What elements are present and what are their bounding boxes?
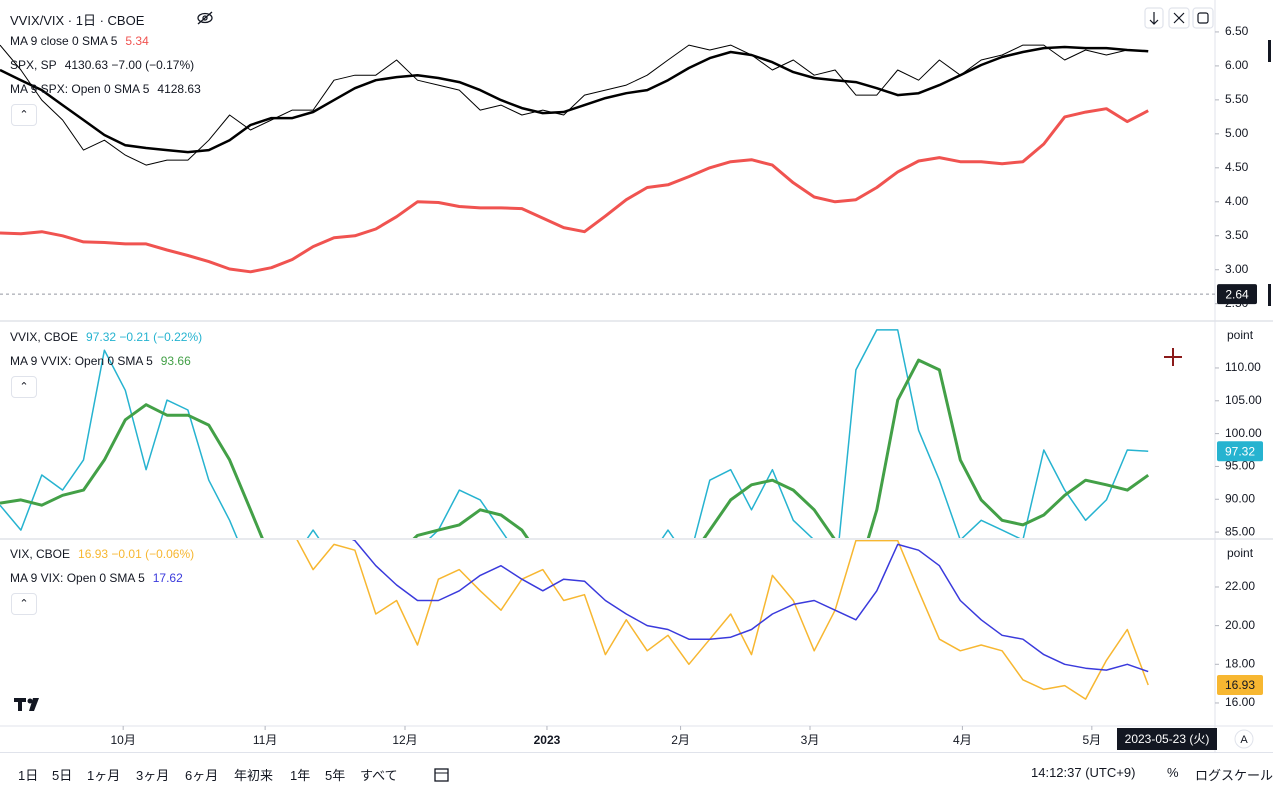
chart-area: 2023-05-23 (火) A 2.503.003.504.004.505.0… — [0, 0, 1273, 752]
y-tick-label: 20.00 — [1225, 618, 1255, 632]
price-tag — [1217, 284, 1257, 305]
legend-item: MA 9 close 0 SMA 5 5.34 — [10, 34, 149, 48]
legend-name: VVIX, CBOE — [10, 330, 79, 344]
range-button[interactable]: 6ヶ月 — [185, 768, 219, 783]
legend-item: MA 9 VVIX: Open 0 SMA 5 93.66 — [10, 354, 191, 368]
x-tick-label: 2月 — [671, 733, 690, 747]
legend-value: 97.32 −0.21 (−0.22%) — [86, 330, 203, 344]
x-tick-label: 3月 — [801, 733, 820, 747]
series-line — [296, 540, 1149, 700]
legend-name: SPX, SP — [10, 58, 57, 72]
y-tick-label: 4.50 — [1225, 160, 1249, 174]
price-tag-label: 2.64 — [1225, 287, 1249, 301]
legend-value: 4128.63 — [157, 82, 201, 96]
legend-value: 16.93 −0.01 (−0.06%) — [78, 547, 195, 561]
y-tick-label: 16.00 — [1225, 695, 1255, 709]
legend-item: MA 9 VIX: Open 0 SMA 5 17.62 — [10, 571, 183, 585]
series-line — [0, 358, 1150, 538]
legend-item: SPX, SP 4130.63 −7.00 (−0.17%) — [10, 58, 194, 72]
log-scale-button[interactable]: ログスケール — [1195, 768, 1273, 783]
y-tick-label: 18.00 — [1225, 656, 1255, 670]
range-button[interactable]: 年初来 — [234, 768, 274, 783]
y-tick-label: 95.00 — [1225, 459, 1255, 473]
scroll-marker — [1268, 40, 1271, 62]
collapse-button[interactable]: ⌃ — [11, 104, 37, 126]
x-tick-label: 2023 — [534, 733, 561, 747]
legend-value: 5.34 — [125, 34, 149, 48]
auto-scale-button[interactable] — [1234, 729, 1254, 749]
legend-name: VIX, CBOE — [10, 547, 71, 561]
y-tick-label: 3.50 — [1225, 228, 1249, 242]
legend-item: VVIX, CBOE 97.32 −0.21 (−0.22%) — [10, 330, 202, 344]
x-tick-label: 5月 — [1082, 733, 1101, 747]
series-line — [0, 107, 1149, 274]
y-tick-label: 3.00 — [1225, 262, 1249, 276]
background — [0, 0, 1273, 752]
legend-name: MA 9 VVIX: Open 0 SMA 5 — [10, 354, 153, 368]
y-tick-label: 5.50 — [1225, 92, 1249, 106]
range-button[interactable]: 1年 — [290, 768, 311, 783]
scroll-marker — [1268, 284, 1271, 306]
range-button[interactable]: すべて — [360, 768, 398, 783]
y-tick-label: 22.00 — [1225, 579, 1255, 593]
bottom-toolbar: 1日 5日 1ヶ月 3ヶ月 6ヶ月 年初来 1年 5年 すべて 14:12:37… — [0, 752, 1273, 796]
collapse-button[interactable]: ⌃ — [11, 376, 37, 398]
y-tick-label: 5.00 — [1225, 126, 1249, 140]
y-tick-label: 100.00 — [1225, 426, 1262, 440]
chart-title: VVIX/VIX · 1日 · CBOE — [10, 13, 145, 28]
x-tick-label: 11月 — [253, 733, 277, 747]
x-tick-label: 4月 — [953, 733, 972, 747]
y-tick-label: 110.00 — [1225, 360, 1261, 374]
y-unit: point — [1227, 546, 1254, 560]
y-tick-label: 4.00 — [1225, 194, 1249, 208]
legend-value: 17.62 — [152, 571, 183, 585]
legend-value: 93.66 — [160, 354, 191, 368]
range-button[interactable]: 3ヶ月 — [136, 768, 170, 783]
range-button[interactable]: 1日 — [18, 768, 39, 783]
y-tick-label: 6.00 — [1225, 58, 1249, 72]
range-button[interactable]: 1ヶ月 — [87, 768, 121, 783]
price-tag — [1217, 441, 1263, 462]
collapse-button[interactable]: ⌃ — [11, 593, 37, 615]
legend-name: MA 9 SPX: Open 0 SMA 5 — [10, 82, 150, 96]
date-range-icon[interactable] — [432, 765, 452, 785]
crosshair-date-box — [1117, 728, 1217, 750]
x-tick-label: 12月 — [392, 733, 417, 747]
y-tick-label: 6.50 — [1225, 24, 1249, 38]
price-tag-label: 16.93 — [1225, 678, 1255, 692]
price-tag-label: 97.32 — [1225, 444, 1255, 458]
legend-item: MA 9 SPX: Open 0 SMA 5 4128.63 — [10, 82, 201, 96]
tradingview-logo — [14, 698, 39, 711]
clock: 14:12:37 (UTC+9) — [1031, 765, 1136, 780]
series-line — [0, 44, 1149, 166]
series-line — [0, 329, 1149, 538]
x-tick-label: 10月 — [110, 733, 135, 747]
y-tick-label: 90.00 — [1225, 491, 1255, 505]
crosshair-date: 2023-05-23 (火) — [1125, 732, 1210, 746]
percent-button[interactable]: % — [1167, 765, 1179, 780]
pane-controls[interactable] — [1144, 7, 1214, 29]
legend-item: VIX, CBOE 16.93 −0.01 (−0.06%) — [10, 547, 194, 561]
legend-name: MA 9 VIX: Open 0 SMA 5 — [10, 571, 145, 585]
series-line — [0, 45, 1149, 154]
y-unit: point — [1227, 328, 1254, 342]
hide-icon[interactable] — [197, 11, 213, 25]
price-tag — [1217, 674, 1263, 695]
range-button[interactable]: 5日 — [52, 768, 73, 783]
range-button[interactable]: 5年 — [325, 768, 346, 783]
crosshair-icon — [1164, 348, 1182, 366]
auto-scale-label[interactable]: A — [1240, 734, 1248, 746]
legend-name: MA 9 close 0 SMA 5 — [10, 34, 118, 48]
series-line — [351, 540, 1149, 673]
legend-value: 4130.63 −7.00 (−0.17%) — [64, 58, 195, 72]
y-tick-label: 105.00 — [1225, 393, 1262, 407]
y-tick-label: 85.00 — [1225, 524, 1255, 538]
